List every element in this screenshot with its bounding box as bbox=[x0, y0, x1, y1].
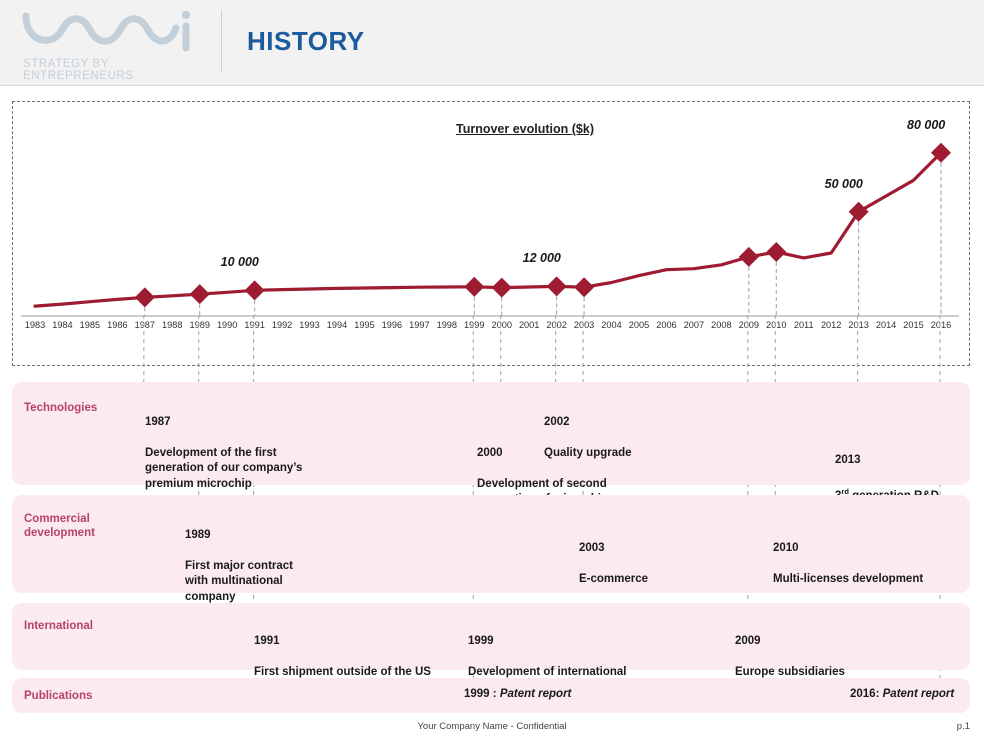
event-year: 2009 bbox=[735, 634, 761, 647]
turnover-chart-panel: Turnover evolution ($k) 10 000 12 000 50 0… bbox=[12, 101, 970, 366]
publication-year: 1999 : bbox=[464, 688, 497, 700]
x-tick-2010: 2010 bbox=[766, 320, 787, 330]
event-1991: 1991 First shipment outside of the US bbox=[254, 618, 484, 696]
x-tick-1996: 1996 bbox=[381, 320, 403, 330]
value-label-1991: 10 000 bbox=[220, 255, 259, 270]
event-year: 2013 bbox=[835, 453, 861, 466]
x-tick-2007: 2007 bbox=[683, 320, 705, 330]
x-tick-2000: 2000 bbox=[491, 320, 512, 330]
band-commercial-development: Commercial development 1989 First major … bbox=[12, 495, 970, 603]
event-year: 2010 bbox=[773, 541, 799, 554]
footer-page-number: p.1 bbox=[956, 721, 970, 732]
band-publications: Publications 1999 : Patent report 2016: … bbox=[12, 678, 970, 713]
x-tick-1995: 1995 bbox=[354, 320, 375, 330]
publication-text: Patent report bbox=[882, 688, 955, 700]
event-1989: 1989 First major contract with multinati… bbox=[185, 512, 370, 621]
value-label-2016: 80 000 bbox=[907, 117, 946, 132]
x-tick-2003: 2003 bbox=[573, 320, 595, 330]
x-tick-1998: 1998 bbox=[436, 320, 458, 330]
event-2002: 2002 Quality upgrade bbox=[544, 399, 724, 477]
x-tick-2009: 2009 bbox=[738, 320, 760, 330]
footer-confidential: Your Company Name - Confidential bbox=[417, 721, 567, 732]
event-text: Quality upgrade bbox=[544, 446, 632, 459]
data-marker-1989 bbox=[189, 284, 210, 305]
event-2003: 2003 E-commerce bbox=[579, 525, 749, 603]
event-2010: 2010 Multi-licenses development bbox=[773, 525, 984, 603]
event-text: Development of the first generation of o… bbox=[145, 446, 303, 490]
data-marker-2002 bbox=[546, 276, 567, 297]
data-marker-2009 bbox=[738, 246, 759, 267]
event-text: First major contract with multinational … bbox=[185, 559, 293, 603]
event-year: 2002 bbox=[544, 415, 570, 428]
data-marker-1991 bbox=[244, 280, 265, 301]
data-marker-2003 bbox=[574, 277, 595, 298]
event-year: 1999 bbox=[468, 634, 494, 647]
x-tick-2006: 2006 bbox=[656, 320, 677, 330]
event-year: 1991 bbox=[254, 634, 280, 647]
value-label-2013: 50 000 bbox=[824, 176, 863, 191]
x-tick-1989: 1989 bbox=[189, 320, 210, 330]
x-tick-1984: 1984 bbox=[52, 320, 73, 330]
x-tick-1999: 1999 bbox=[464, 320, 485, 330]
event-text: First shipment outside of the US bbox=[254, 665, 431, 678]
band-label-publications: Publications bbox=[24, 690, 93, 702]
event-2009: 2009 Europe subsidiaries bbox=[735, 618, 935, 696]
event-text: Multi-licenses development bbox=[773, 572, 924, 585]
x-tick-1985: 1985 bbox=[79, 320, 101, 330]
band-label-technologies: Technologies bbox=[24, 402, 98, 414]
x-tick-2001: 2001 bbox=[518, 320, 540, 330]
band-international: International 1991 First shipment outsid… bbox=[12, 603, 970, 693]
wmi-logo-icon bbox=[22, 10, 191, 52]
x-tick-1997: 1997 bbox=[409, 320, 430, 330]
company-logo: STRATEGY BY ENTREPRENEURS bbox=[20, 8, 210, 82]
x-tick-1986: 1986 bbox=[107, 320, 128, 330]
x-tick-1993: 1993 bbox=[299, 320, 320, 330]
event-year: 2003 bbox=[579, 541, 605, 554]
publication-text: Patent report bbox=[499, 688, 572, 700]
x-tick-1991: 1991 bbox=[244, 320, 265, 330]
publication-2016: 2016: Patent report bbox=[850, 688, 954, 700]
x-tick-1987: 1987 bbox=[134, 320, 156, 330]
x-tick-1990: 1990 bbox=[216, 320, 238, 330]
event-1987: 1987 Development of the first generation… bbox=[145, 399, 345, 508]
event-text: E-commerce bbox=[579, 572, 649, 585]
publication-1999: 1999 : Patent report bbox=[464, 688, 571, 700]
x-tick-1992: 1992 bbox=[271, 320, 293, 330]
x-tick-1994: 1994 bbox=[326, 320, 348, 330]
logo-tagline: STRATEGY BY ENTREPRENEURS bbox=[23, 58, 134, 82]
data-marker-2016 bbox=[931, 142, 951, 163]
value-label-2002: 12 000 bbox=[522, 251, 561, 266]
x-tick-2005: 2005 bbox=[628, 320, 650, 330]
data-marker-2000 bbox=[491, 277, 512, 298]
x-tick-2016: 2016 bbox=[930, 320, 952, 330]
data-marker-2013 bbox=[848, 201, 869, 222]
x-tick-2002: 2002 bbox=[546, 320, 567, 330]
x-tick-2004: 2004 bbox=[601, 320, 622, 330]
x-tick-1988: 1988 bbox=[162, 320, 183, 330]
page-title: HISTORY bbox=[247, 26, 365, 56]
publication-year: 2016: bbox=[850, 688, 880, 700]
band-technologies: Technologies 1987 Development of the fir… bbox=[12, 382, 970, 505]
band-label-commercial: Commercial development bbox=[24, 513, 95, 539]
page-header: STRATEGY BY ENTREPRENEURS HISTORY bbox=[0, 0, 984, 86]
x-tick-2008: 2008 bbox=[711, 320, 732, 330]
event-text: Europe subsidiaries bbox=[735, 665, 845, 678]
x-tick-2014: 2014 bbox=[875, 320, 897, 330]
turnover-line-chart bbox=[21, 142, 959, 317]
chart-title: Turnover evolution ($k) bbox=[456, 122, 594, 136]
event-year: 2000 bbox=[477, 446, 503, 459]
data-marker-2010 bbox=[766, 242, 787, 263]
data-marker-1987 bbox=[134, 287, 155, 308]
x-tick-2015: 2015 bbox=[903, 320, 924, 330]
data-marker-1999 bbox=[464, 276, 485, 297]
event-year: 1989 bbox=[185, 528, 211, 541]
event-year: 1987 bbox=[145, 415, 171, 428]
band-label-international: International bbox=[24, 620, 94, 632]
x-tick-2011: 2011 bbox=[793, 320, 814, 330]
x-tick-2013: 2013 bbox=[848, 320, 869, 330]
x-tick-1983: 1983 bbox=[24, 320, 46, 330]
header-divider bbox=[221, 10, 222, 72]
x-tick-2012: 2012 bbox=[820, 320, 842, 330]
